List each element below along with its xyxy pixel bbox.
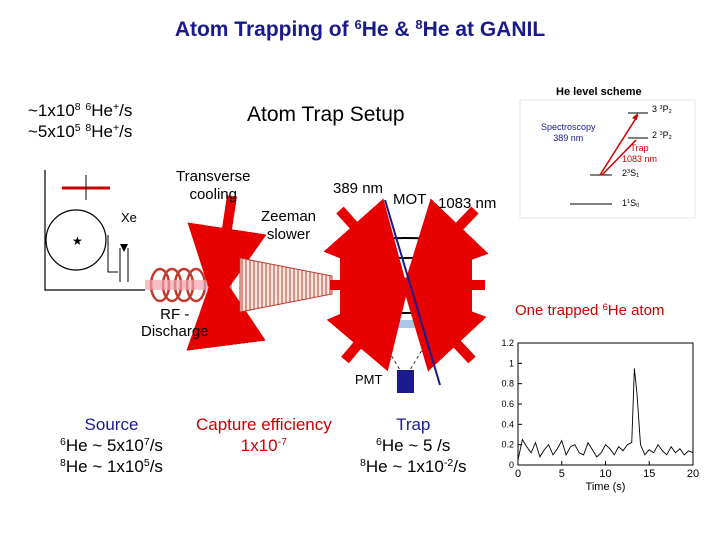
level-scheme-diagram [519, 99, 696, 219]
transverse-cooling-label: Transverse cooling [176, 168, 251, 203]
beam-flux: ~1x108 6He+/s ~5x105 8He+/s [28, 100, 132, 142]
level-scheme-title: He level scheme [556, 86, 642, 98]
x-tick-label: 0 [515, 468, 521, 480]
state-1s0: 11S0 [622, 198, 640, 210]
y-tick-label: 0.4 [501, 419, 514, 429]
capture-efficiency-summary: Capture efficiency 1x10-7 [196, 415, 332, 455]
state-2p2: 2 3P2 [652, 130, 672, 142]
wavelength-1083-label: 1083 nm [438, 195, 497, 212]
y-tick-label: 0.8 [501, 379, 514, 389]
state-2s1: 23S1 [622, 168, 640, 180]
x-tick-label: 15 [643, 468, 655, 480]
source-summary: Source 6He ~ 5x107/s 8He ~ 1x105/s [60, 415, 163, 476]
transverse-cooling-arrow-top [187, 195, 267, 308]
y-tick-label: 1.2 [501, 338, 514, 348]
spectroscopy-label: Spectroscopy 389 nm [541, 122, 596, 143]
state-3p2: 3 3P2 [652, 104, 672, 116]
x-tick-label: 20 [687, 468, 699, 480]
y-tick-label: 0 [509, 460, 514, 470]
trap-summary: Trap 6He ~ 5 /s 8He ~ 1x10-2/s [360, 415, 467, 476]
pmt-label: PMT [355, 372, 383, 387]
y-tick-label: 0.6 [501, 399, 514, 409]
flux-6he: ~1x108 6He+/s [28, 101, 133, 120]
y-tick-label: 0.2 [501, 440, 514, 450]
y-tick-label: 1 [509, 358, 514, 368]
x-tick-label: 5 [559, 468, 565, 480]
one-trapped-atom-label: One trapped 6He atom [515, 301, 665, 319]
xe-label: Xe [121, 210, 137, 225]
setup-title: Atom Trap Setup [247, 103, 405, 126]
pmt-detector [397, 370, 414, 393]
transverse-cooling-arrow-bottom [186, 266, 266, 351]
signal-series-line [517, 368, 694, 461]
source-vessel: ★ [44, 170, 145, 291]
mot-label: MOT [393, 191, 427, 208]
slide-title: Atom Trapping of 6He & 8He at GANIL [174, 16, 546, 41]
probe-beam-389nm [384, 199, 441, 386]
trap-transition-label: Trap 1083 nm [622, 143, 658, 164]
x-axis-label: Time (s) [586, 481, 626, 493]
source-star-icon: ★ [72, 234, 83, 248]
chart-plot-area [517, 342, 694, 466]
rf-discharge-label: RF - Discharge [141, 306, 209, 340]
wavelength-389-label: 389 nm [333, 180, 384, 197]
zeeman-slower-label: Zeeman slower [261, 208, 317, 243]
flux-8he: ~5x105 8He+/s [28, 122, 133, 141]
x-tick-label: 10 [599, 468, 611, 480]
